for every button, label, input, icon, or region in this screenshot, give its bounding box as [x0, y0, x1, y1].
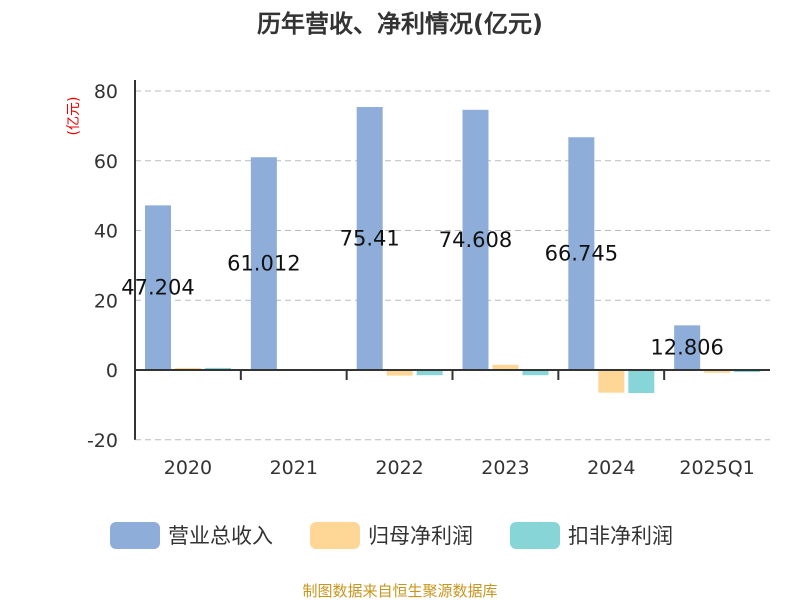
y-tick-label: 80 [94, 81, 118, 103]
x-tick-label: 2020 [164, 457, 212, 479]
x-tick-label: 2023 [481, 457, 529, 479]
bar-3 [734, 370, 761, 373]
y-tick-label: -20 [87, 430, 118, 452]
y-tick-label: 40 [94, 221, 118, 243]
data-label: 12.806 [650, 336, 723, 360]
data-label: 66.745 [545, 242, 618, 266]
bar-1 [145, 205, 171, 370]
data-label: 61.012 [227, 252, 300, 276]
bar-2 [492, 364, 519, 370]
data-label: 74.608 [439, 228, 512, 252]
data-label: 75.41 [340, 227, 400, 251]
bar-3 [628, 370, 655, 394]
footer: 制图数据来自恒生聚源数据库 [302, 582, 497, 600]
data-label: 47.204 [121, 276, 194, 300]
bar-2 [598, 370, 625, 393]
legend-label[interactable]: 扣非净利润 [568, 524, 673, 548]
bar-1 [250, 157, 277, 370]
y-tick-label: 20 [94, 290, 118, 312]
bar-3 [205, 367, 231, 370]
legend-swatch[interactable] [110, 522, 160, 549]
bar-1 [674, 325, 701, 370]
y-tick-label: 0 [106, 360, 118, 382]
bar-1 [462, 109, 489, 371]
bar-1 [568, 137, 595, 370]
x-tick-label: 2024 [587, 457, 635, 479]
x-tick-label: 2021 [270, 457, 318, 479]
bar-3 [522, 370, 549, 376]
y-tick-label: 60 [94, 151, 118, 173]
x-tick-label: 2025Q1 [679, 457, 754, 479]
legend-swatch[interactable] [310, 522, 360, 549]
bar-2 [386, 370, 413, 376]
bar-2 [704, 370, 731, 373]
y-axis-label: (亿元) [66, 97, 82, 136]
legend-label[interactable]: 归母净利润 [368, 524, 473, 548]
legend-swatch[interactable] [510, 522, 560, 549]
bar-3 [416, 370, 443, 376]
x-tick-label: 2022 [375, 457, 423, 479]
chart-title: 历年营收、净利情况(亿元) [257, 10, 543, 38]
bar-2 [175, 367, 201, 370]
legend-label[interactable]: 营业总收入 [168, 524, 273, 548]
bar-1 [356, 107, 383, 370]
